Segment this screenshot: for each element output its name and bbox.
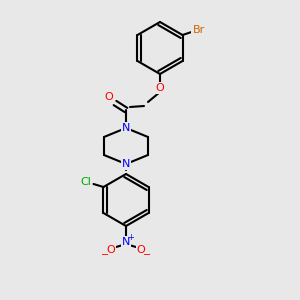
Text: −: − <box>101 250 109 260</box>
Text: +: + <box>128 233 134 242</box>
Text: N: N <box>122 123 130 133</box>
Text: Cl: Cl <box>80 177 91 187</box>
Text: O: O <box>106 245 116 255</box>
Text: O: O <box>156 83 164 93</box>
Text: N: N <box>122 237 130 247</box>
Text: N: N <box>122 159 130 169</box>
Text: O: O <box>105 92 113 102</box>
Text: N: N <box>122 123 130 133</box>
Text: −: − <box>143 250 151 260</box>
Text: Br: Br <box>192 25 205 35</box>
Text: O: O <box>136 245 146 255</box>
